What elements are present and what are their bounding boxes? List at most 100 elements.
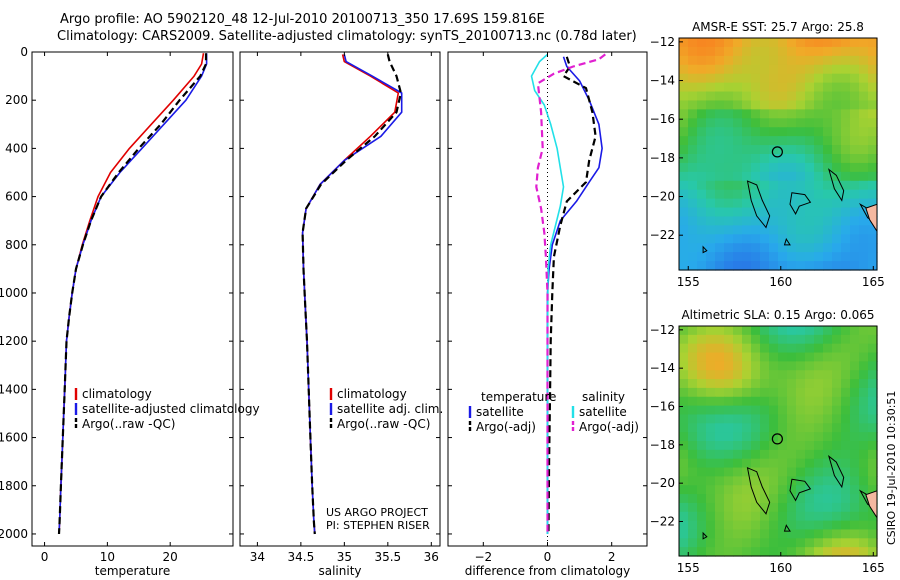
map-cell <box>715 432 725 442</box>
map-cell <box>679 136 689 146</box>
map-cell <box>841 180 851 191</box>
map-cell <box>787 326 797 336</box>
map-cell <box>778 180 788 191</box>
map-cell <box>841 379 851 389</box>
map-cell <box>868 136 878 146</box>
map-cell <box>859 547 869 557</box>
map-cell <box>724 387 734 398</box>
map-cell <box>796 547 806 557</box>
map-cell <box>751 55 761 66</box>
map-cell <box>769 485 779 495</box>
map-cell <box>805 379 815 389</box>
map-cell <box>760 343 770 354</box>
map-cell <box>751 396 761 407</box>
map-cell <box>715 234 725 244</box>
map-cell <box>733 538 743 548</box>
map-cell <box>841 55 851 66</box>
map-cell <box>823 476 833 486</box>
map-cell <box>841 476 851 486</box>
map-cell <box>742 343 752 354</box>
map-cell <box>706 38 716 48</box>
map-cell <box>778 46 788 57</box>
map-cell <box>742 511 752 522</box>
map-cell <box>823 520 833 531</box>
map-cell <box>733 207 743 218</box>
map-cell <box>778 243 788 253</box>
map-cell <box>823 171 833 182</box>
map-cell <box>724 189 734 200</box>
map-cell <box>859 538 869 548</box>
map-cell <box>724 64 734 75</box>
map-cell <box>769 82 779 93</box>
map-cell <box>688 511 698 522</box>
legend-entry-2-3: Argo(..raw -QC) <box>337 417 430 431</box>
map-cell <box>850 449 860 460</box>
map-cell <box>805 127 815 137</box>
map-cell <box>724 46 734 57</box>
map-cell <box>742 476 752 486</box>
x-tick-label: 20 <box>163 550 178 564</box>
map-cell <box>859 326 869 336</box>
map-cell <box>787 216 797 226</box>
map-cell <box>823 511 833 522</box>
map-cell <box>859 361 869 371</box>
map-cell <box>724 467 734 477</box>
map-cell <box>733 520 743 531</box>
map-cell <box>706 73 716 84</box>
map-cell <box>823 449 833 460</box>
map-cell <box>787 127 797 137</box>
float-position-marker <box>771 146 783 158</box>
map-cell <box>787 334 797 345</box>
map-cell <box>859 423 869 433</box>
map-cell <box>778 467 788 477</box>
map-y-tick-label: −20 <box>650 190 675 204</box>
map-cell <box>832 370 842 380</box>
map-cell <box>850 379 860 389</box>
map-cell <box>760 396 770 407</box>
map-cell <box>832 198 842 209</box>
map-cell <box>841 361 851 371</box>
map-cell <box>805 198 815 209</box>
map-cell <box>724 136 734 146</box>
map-cell <box>706 441 716 451</box>
coastline-outline <box>702 245 708 254</box>
map-cell <box>751 82 761 93</box>
map-cell <box>751 198 761 209</box>
map-cell <box>814 361 824 371</box>
map-cell <box>814 334 824 345</box>
map-cell <box>706 252 716 262</box>
map-cell <box>760 216 770 226</box>
map-cell <box>769 467 779 477</box>
map-cell <box>742 91 752 102</box>
map-cell <box>697 243 707 253</box>
map-cell <box>742 361 752 371</box>
coastline-outline <box>783 237 791 246</box>
map-cell <box>733 180 743 191</box>
map-cell <box>688 387 698 398</box>
map-cell <box>715 529 725 539</box>
map-cell <box>814 225 824 235</box>
map-cell <box>733 109 743 119</box>
map-cell <box>742 243 752 253</box>
map-cell <box>841 171 851 182</box>
map-cell <box>679 180 689 191</box>
map-cell <box>805 361 815 371</box>
map-cell <box>778 109 788 119</box>
x-tick-label: 2 <box>608 550 616 564</box>
map-cell <box>823 225 833 235</box>
map-cell <box>751 441 761 451</box>
map-cell <box>724 458 734 469</box>
map-cell <box>859 243 869 253</box>
map-cell <box>688 361 698 371</box>
map-cell <box>724 547 734 557</box>
map-cell <box>778 379 788 389</box>
map-cell <box>805 370 815 380</box>
map-cell <box>742 414 752 424</box>
map-y-tick-label: −14 <box>650 361 675 375</box>
map-cell <box>841 91 851 102</box>
map-cell <box>688 100 698 110</box>
map-cell <box>769 234 779 244</box>
map-cell <box>841 198 851 209</box>
map-cell <box>688 414 698 424</box>
map-cell <box>751 216 761 226</box>
